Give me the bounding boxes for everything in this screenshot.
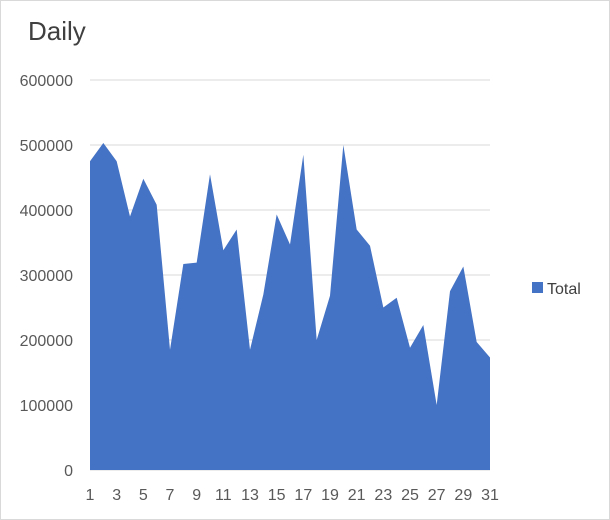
x-tick-label: 13 [241,487,259,504]
x-tick-label: 9 [192,487,201,504]
x-tick-label: 21 [348,487,366,504]
y-tick-label: 600000 [20,73,73,90]
x-tick-label: 29 [454,487,472,504]
x-tick-label: 19 [321,487,339,504]
chart-title: Daily [28,16,86,46]
x-tick-label: 11 [215,487,232,504]
x-tick-label: 23 [374,487,392,504]
legend-swatch-total [532,282,543,293]
x-tick-label: 15 [268,487,286,504]
y-tick-label: 500000 [20,138,73,155]
x-tick-label: 25 [401,487,419,504]
plot-area [90,143,490,471]
legend-label-total: Total [547,281,581,298]
x-tick-label: 27 [428,487,446,504]
x-tick-label: 31 [481,487,499,504]
x-axis-ticks: 1 3 5 7 9 11 13 15 17 19 21 23 25 27 29 31 [86,487,499,504]
y-tick-label: 100000 [20,398,73,415]
area-series-total [90,143,490,471]
y-axis-ticks: 0 100000 200000 300000 400000 500000 600000 [20,73,73,480]
legend: Total [532,281,581,298]
y-tick-label: 0 [64,463,73,480]
x-tick-label: 17 [294,487,312,504]
y-tick-label: 400000 [20,203,73,220]
x-tick-label: 1 [86,487,95,504]
y-tick-label: 300000 [20,268,73,285]
x-tick-label: 7 [166,487,175,504]
x-tick-label: 5 [139,487,148,504]
x-tick-label: 3 [112,487,121,504]
y-tick-label: 200000 [20,333,73,350]
